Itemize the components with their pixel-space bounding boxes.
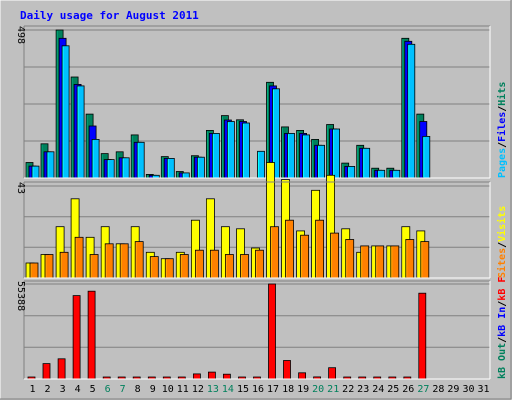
x-tick-label-day-27: 27	[417, 384, 429, 395]
legend-item: /	[497, 242, 508, 248]
x-tick-label-day-18: 18	[282, 384, 294, 395]
legend-item: Pages	[497, 148, 508, 178]
x-tick-label-day-3: 3	[60, 384, 66, 395]
panel-max-label: 43	[15, 182, 26, 194]
x-tick-label-day-9: 9	[150, 384, 156, 395]
legend-item: /	[497, 337, 508, 343]
plot-area	[24, 281, 490, 379]
legend-item: Files	[496, 112, 508, 142]
x-tick-label-day-24: 24	[372, 384, 384, 395]
panel-legend: Sites/Visits	[496, 206, 508, 278]
legend-item: Sites	[496, 248, 508, 278]
legend-item: kB In	[497, 307, 508, 337]
x-tick-label-day-30: 30	[462, 384, 474, 395]
x-tick-label-day-11: 11	[177, 384, 189, 395]
x-tick-label-day-16: 16	[252, 384, 264, 395]
x-tick-label-day-6: 6	[105, 384, 111, 395]
legend-item: kB F	[497, 277, 508, 301]
x-tick-label-day-19: 19	[297, 384, 309, 395]
legend-item: /	[497, 142, 508, 148]
x-tick-label-day-5: 5	[90, 384, 96, 395]
x-tick-label-day-21: 21	[327, 384, 339, 395]
legend-item: Hits	[496, 82, 508, 106]
x-axis-labels: 1 2 3 4 5 6 7 8 9 10 11 12 13 14 15 16 17 18 19 20 21 22 23 24 2…	[29, 384, 489, 395]
legend-item: Visits	[496, 206, 508, 242]
x-tick-label-day-13: 13	[207, 384, 219, 395]
chart-title: Daily usage for August 2011	[20, 9, 199, 22]
x-tick-label-day-15: 15	[237, 384, 249, 395]
legend-item: kB Out	[497, 343, 508, 379]
x-tick-label-day-22: 22	[342, 384, 354, 395]
x-tick-label-day-2: 2	[44, 384, 50, 395]
x-tick-label-day-17: 17	[267, 384, 279, 395]
x-tick-label-day-26: 26	[402, 384, 414, 395]
panel-max-label: 498	[15, 26, 26, 44]
x-tick-label-day-25: 25	[387, 384, 399, 395]
legend-item: /	[497, 106, 508, 112]
panel-legend: Pages/Files/Hits	[496, 82, 508, 178]
x-tick-label-day-28: 28	[432, 384, 444, 395]
x-tick-label-day-1: 1	[29, 384, 35, 395]
chart-panels: 498Pages/Files/Hits43Sites/Visits55388kB…	[15, 25, 508, 380]
x-tick-label-day-7: 7	[120, 384, 126, 395]
x-tick-label-day-4: 4	[75, 384, 81, 395]
x-tick-label-day-10: 10	[162, 384, 174, 395]
x-tick-label-day-12: 12	[192, 384, 204, 395]
x-tick-label-day-23: 23	[357, 384, 369, 395]
x-tick-label-day-31: 31	[477, 384, 489, 395]
panel-visits-sites: 43 Sites/Visits	[15, 162, 508, 279]
panel-max-label: 55388	[15, 281, 26, 311]
legend-item: /	[497, 301, 508, 307]
x-tick-label-day-29: 29	[447, 384, 459, 395]
x-tick-label-day-14: 14	[222, 384, 234, 395]
panel-legend: kB Out/kB In/kB F	[497, 277, 508, 379]
x-tick-label-day-20: 20	[312, 384, 324, 395]
x-tick-label-day-8: 8	[135, 384, 141, 395]
